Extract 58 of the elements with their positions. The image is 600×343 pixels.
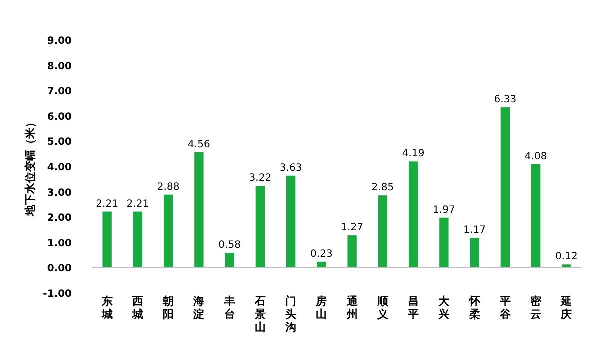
- y-tick-label: 0.00: [47, 264, 72, 275]
- bar: [348, 236, 357, 268]
- data-label: 1.97: [433, 204, 456, 216]
- data-label: 2.21: [96, 198, 118, 210]
- bar: [378, 196, 388, 268]
- bar: [256, 186, 266, 268]
- bar: [102, 212, 112, 268]
- bar: [225, 253, 234, 268]
- data-label: 0.12: [556, 252, 578, 263]
- y-tick-label: 9.00: [47, 36, 72, 47]
- data-label: 6.33: [494, 94, 517, 106]
- y-tick-label: 8.00: [47, 61, 72, 72]
- data-label: 2.85: [372, 182, 394, 194]
- y-tick-label: -1.00: [43, 289, 72, 300]
- bar: [194, 152, 204, 268]
- x-tick-label: 顺义: [376, 295, 390, 321]
- data-label: 2.88: [157, 182, 180, 193]
- bar: [408, 162, 418, 268]
- x-tick-label: 海淀: [192, 295, 205, 321]
- bar: [164, 194, 174, 268]
- y-tick-label: 6.00: [47, 112, 72, 123]
- data-label: 0.23: [310, 248, 333, 260]
- x-tick-label: 平谷: [498, 295, 512, 321]
- x-tick-label: 丰台: [223, 295, 236, 321]
- y-tick-label: 3.00: [47, 188, 72, 199]
- x-tick-label: 石景山: [254, 295, 266, 334]
- x-tick-label: 怀柔: [468, 295, 482, 321]
- data-label: 2.21: [126, 198, 150, 210]
- y-tick-label: 4.00: [47, 162, 72, 174]
- y-tick-label: 1.00: [47, 238, 72, 250]
- bar: [440, 218, 449, 268]
- data-label: 4.56: [188, 139, 210, 150]
- x-tick-label: 大兴: [438, 295, 451, 321]
- bar: [286, 176, 296, 268]
- x-tick-label: 通州: [346, 295, 359, 321]
- x-tick-label: 房山: [315, 295, 328, 321]
- data-label: 3.22: [249, 173, 272, 184]
- data-label: 1.27: [341, 222, 364, 234]
- y-tick-label: 2.00: [47, 213, 72, 224]
- data-label: 0.58: [218, 240, 241, 252]
- x-tick-label: 延庆: [560, 295, 572, 321]
- x-tick-label: 门头沟: [284, 295, 297, 334]
- x-tick-label: 东城: [100, 295, 113, 321]
- data-label: 1.17: [464, 225, 486, 236]
- y-tick-label: 7.00: [47, 86, 72, 98]
- y-tick-label: 5.00: [47, 137, 72, 148]
- x-tick-label: 西城: [131, 295, 144, 321]
- bar: [470, 238, 480, 268]
- x-tick-label: 昌平: [407, 295, 420, 321]
- data-label: 3.63: [280, 162, 302, 174]
- bar: [500, 108, 510, 268]
- data-label: 4.19: [402, 148, 425, 160]
- y-axis-title: 地下水位变幅（米）: [24, 117, 37, 217]
- x-tick-label: 密云: [530, 295, 543, 321]
- bar: [531, 164, 541, 268]
- data-label: 4.08: [524, 151, 548, 162]
- x-tick-label: 朝阳: [162, 295, 174, 321]
- bar: [133, 212, 143, 268]
